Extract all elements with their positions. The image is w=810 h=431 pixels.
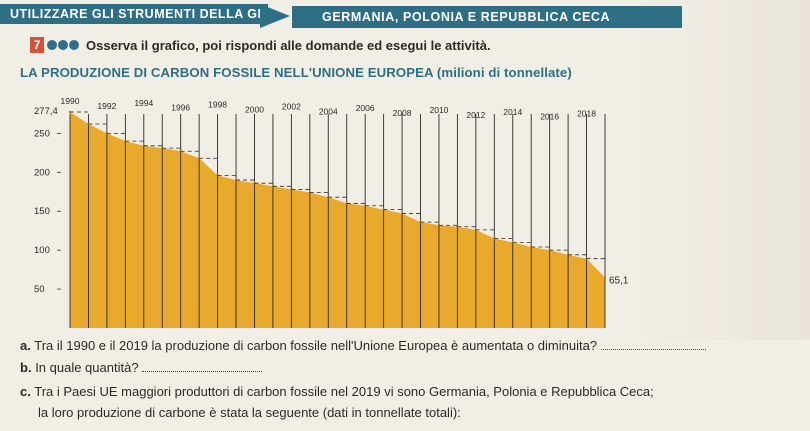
x-tick-label: 1992: [97, 101, 116, 111]
start-value-label: 277,4: [34, 106, 58, 117]
question-letter: b.: [20, 360, 32, 375]
x-tick-label: 2006: [356, 103, 375, 113]
section-label-arrow: [260, 4, 290, 28]
question-a: a. Tra il 1990 e il 2019 la produzione d…: [20, 338, 706, 353]
page-edge-shade: [630, 0, 810, 340]
x-tick-label: 2012: [466, 110, 485, 120]
data-point: [327, 196, 330, 199]
end-value-label: 65,1: [609, 275, 629, 286]
question-b: b. In quale quantità?: [20, 360, 263, 375]
question-text: la loro produzione di carbone è stata la…: [38, 405, 461, 420]
question-letter: c.: [20, 384, 31, 399]
data-point: [419, 220, 422, 224]
data-point: [493, 237, 496, 240]
question-letter: a.: [20, 338, 31, 353]
y-tick-label: 50: [34, 284, 45, 295]
difficulty-dot-icon: [69, 40, 79, 50]
x-tick-label: 2016: [540, 112, 559, 122]
question-text: Tra i Paesi UE maggiori produttori di ca…: [34, 384, 654, 399]
exercise-instruction: Osserva il grafico, poi rispondi alle do…: [86, 37, 491, 53]
data-point: [603, 276, 607, 279]
question-text: In quale quantità?: [35, 360, 139, 375]
question-text: Tra il 1990 e il 2019 la produzione di c…: [34, 338, 598, 353]
x-tick-label: 2018: [577, 109, 596, 119]
answer-blank[interactable]: [142, 361, 263, 372]
data-point: [456, 225, 459, 228]
data-point: [382, 208, 385, 211]
y-tick-label: 100: [34, 245, 50, 256]
question-c: c. Tra i Paesi UE maggiori produttori di…: [20, 384, 654, 399]
chapter-label: GERMANIA, POLONIA E REPUBBLICA CECA: [292, 6, 682, 28]
data-point: [290, 188, 293, 191]
x-tick-label: 1994: [134, 98, 153, 108]
exercise-number: 7: [30, 37, 44, 53]
x-tick-label: 1998: [208, 100, 227, 110]
x-tick-label: 2014: [503, 107, 522, 117]
x-tick-label: 1990: [61, 96, 80, 106]
section-label: UTILIZZARE GLI STRUMENTI DELLA GEOGRAFIA: [0, 4, 268, 24]
data-point: [345, 202, 348, 205]
chart-title: LA PRODUZIONE DI CARBON FOSSILE NELL'UNI…: [20, 65, 572, 80]
x-tick-label: 2008: [393, 108, 412, 118]
difficulty-dot-icon: [47, 40, 57, 50]
x-tick-label: 2004: [319, 106, 338, 116]
question-c-continuation: la loro produzione di carbone è stata la…: [38, 405, 461, 420]
x-tick-label: 2002: [282, 101, 301, 111]
production-area: [70, 112, 605, 328]
x-tick-label: 2010: [430, 105, 449, 115]
y-tick-label: 150: [34, 206, 50, 217]
answer-blank[interactable]: [600, 339, 706, 350]
x-tick-label: 1996: [171, 103, 190, 113]
y-tick-label: 250: [34, 128, 50, 139]
y-tick-label: 200: [34, 167, 50, 178]
exercise-header: 7 Osserva il grafico, poi rispondi alle …: [30, 37, 491, 53]
x-tick-label: 2000: [245, 105, 264, 115]
difficulty-dot-icon: [58, 40, 68, 50]
